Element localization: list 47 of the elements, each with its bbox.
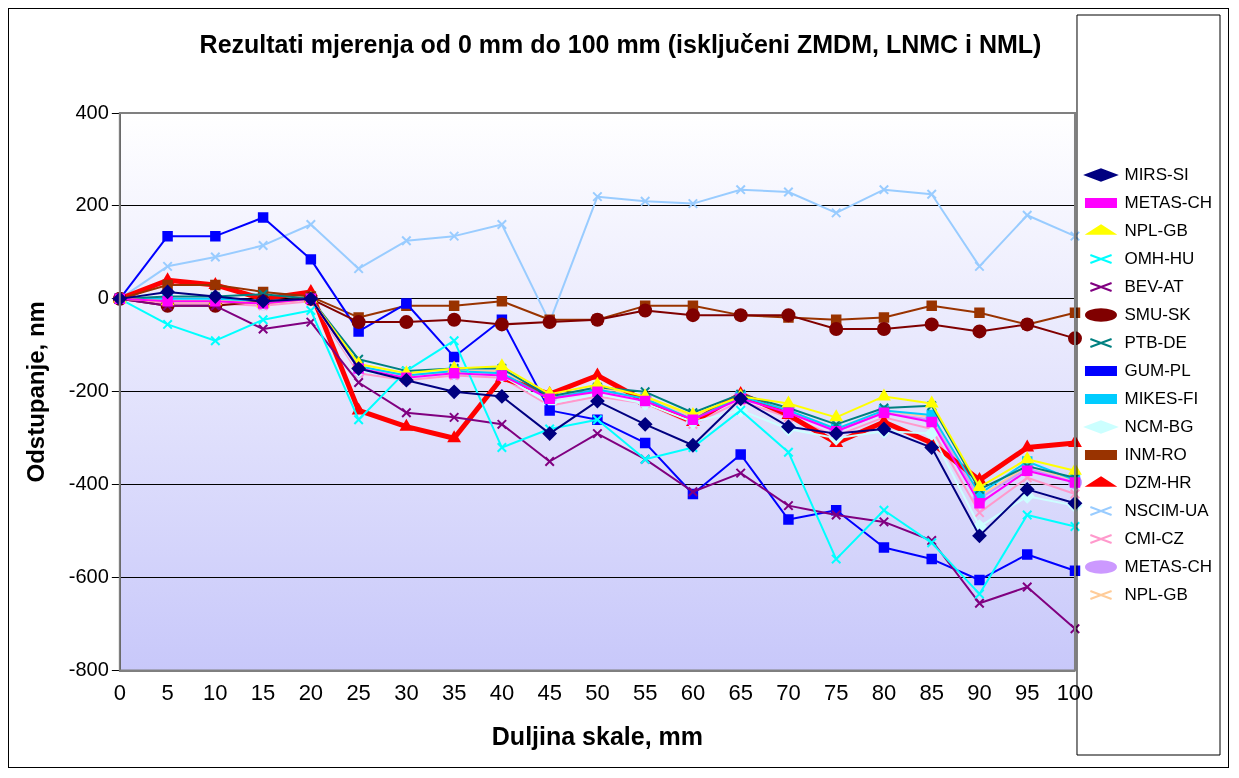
legend-label: MIRS-SI — [1124, 164, 1189, 184]
x-tick-label: 20 — [298, 679, 324, 705]
x-tick-label: 95 — [1014, 679, 1040, 705]
legend-label: METAS-CH — [1124, 556, 1212, 576]
legend-label: NPL-GB — [1124, 584, 1188, 604]
legend-label: NCM-BG — [1124, 416, 1194, 436]
legend-label: PTB-DE — [1124, 332, 1187, 352]
y-tick-label: 0 — [97, 286, 109, 309]
x-tick-label: 5 — [161, 679, 174, 705]
x-tick-label: 45 — [537, 679, 562, 705]
x-tick-label: 0 — [113, 679, 126, 705]
y-tick-label: -800 — [68, 658, 109, 681]
x-tick-label: 100 — [1056, 679, 1094, 705]
y-tick-label: -400 — [68, 472, 109, 495]
legend-label: CMI-CZ — [1124, 528, 1184, 548]
y-tick-label: -200 — [68, 379, 109, 402]
legend-label: DZM-HR — [1124, 472, 1192, 492]
x-tick-label: 15 — [250, 679, 276, 705]
legend-label: GUM-PL — [1124, 360, 1191, 380]
x-tick-label: 60 — [680, 679, 706, 705]
x-tick-label: 90 — [967, 679, 992, 705]
x-axis-title: Duljina skale, mm — [491, 721, 704, 750]
legend-label: BEV-AT — [1124, 276, 1184, 296]
x-tick-label: 55 — [632, 679, 658, 705]
x-tick-label: 25 — [346, 679, 371, 705]
x-tick-label: 50 — [585, 679, 610, 705]
legend-label: NPL-GB — [1124, 220, 1188, 240]
x-tick-label: 40 — [489, 679, 515, 705]
legend-label: NSCIM-UA — [1124, 500, 1210, 520]
y-tick-label: 200 — [75, 193, 109, 216]
chart-title: Rezultati mjerenja od 0 mm do 100 mm (isključeni ZMDM, LNMC i NML) — [199, 29, 1042, 58]
legend-label: METAS-CH — [1124, 192, 1212, 212]
x-tick-label: 10 — [203, 679, 228, 705]
x-tick-label: 75 — [823, 679, 849, 705]
legend-label: MIKES-FI — [1124, 388, 1199, 408]
x-tick-label: 35 — [441, 679, 467, 705]
x-tick-label: 70 — [776, 679, 801, 705]
y-tick-label: -600 — [68, 565, 109, 588]
x-tick-label: 30 — [394, 679, 419, 705]
legend-label: SMU-SK — [1124, 304, 1192, 324]
x-tick-label: 80 — [871, 679, 897, 705]
legend-label: OMH-HU — [1124, 248, 1195, 268]
x-tick-label: 85 — [919, 679, 944, 705]
x-tick-label: 65 — [728, 679, 753, 705]
y-tick-label: 400 — [75, 100, 109, 123]
y-axis-title: Odstupanje, nm — [22, 301, 50, 483]
legend-label: INM-RO — [1124, 444, 1187, 464]
